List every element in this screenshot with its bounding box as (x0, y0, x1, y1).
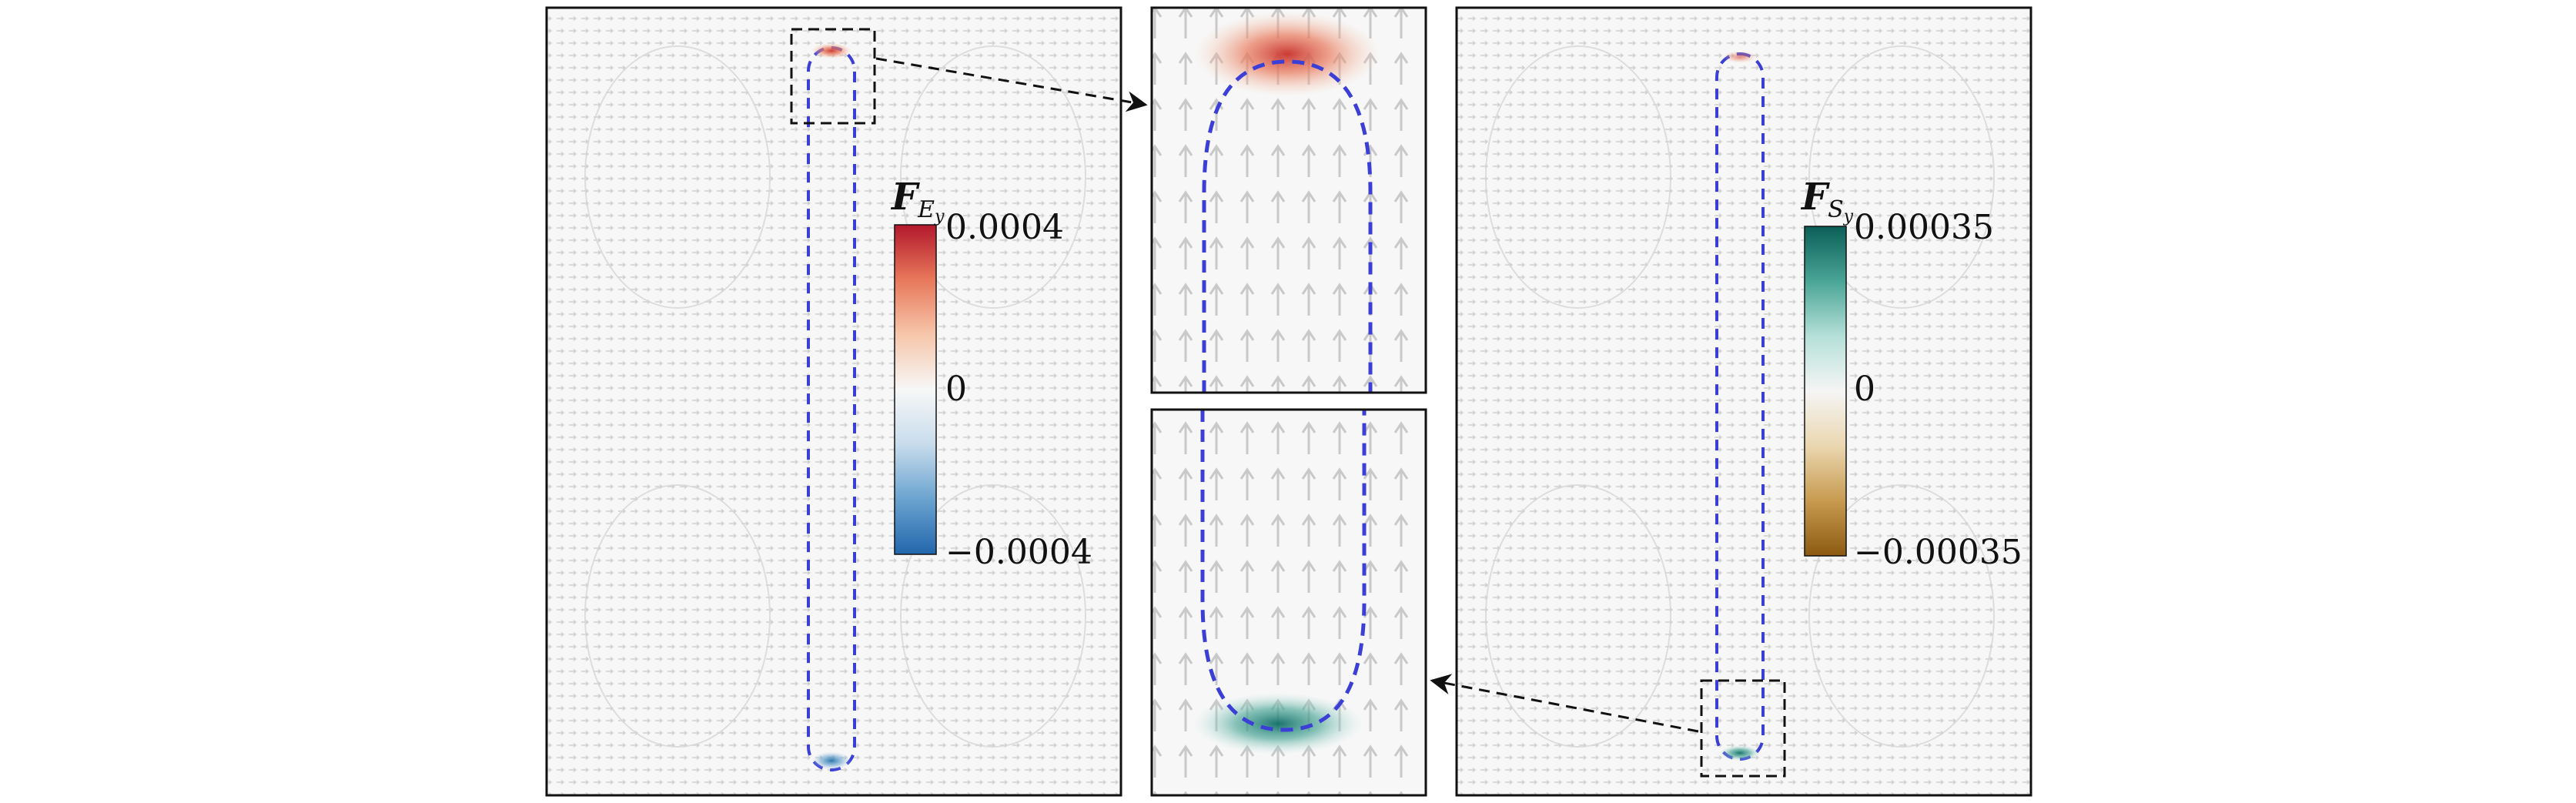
colorbar-S-subscript: S (1828, 196, 1844, 223)
colorbar-S-symbol: F (1800, 176, 1830, 219)
colorbar-S-gradient (1804, 226, 1847, 557)
colorbar-E-min-label: −0.0004 (945, 533, 1092, 572)
zoom-top-hot-spot (1195, 12, 1380, 96)
colorbar-S-subsubscript: y (1843, 207, 1854, 226)
zoom-top-panel (1150, 6, 1427, 394)
colorbar-E: 0.0004 0 −0.0004 FEy (890, 176, 1092, 572)
zoom-arrow-bottom (1430, 674, 1699, 733)
left-top-hot-spot (811, 43, 851, 59)
colorbar-E-symbol: F (890, 176, 920, 219)
colorbar-S-min-label: −0.00035 (1854, 533, 2022, 572)
zoom-arrow-top (875, 57, 1148, 112)
right-bottom-teal-spot (1720, 745, 1760, 761)
colorbar-S-title: FSy (1800, 176, 1854, 226)
colorbar-S: 0.00035 0 −0.00035 FSy (1800, 176, 2022, 572)
left-bottom-cold-spot (811, 751, 851, 770)
left-panel-frame (545, 6, 1122, 797)
left-panel: 0.0004 0 −0.0004 FEy (545, 6, 1122, 797)
colorbar-S-mid-label: 0 (1854, 370, 1875, 409)
colorbar-E-mid-label: 0 (945, 370, 967, 409)
colorbar-E-subscript: E (917, 196, 935, 223)
zoom-bottom-frame (1150, 408, 1427, 797)
colorbar-E-gradient (894, 224, 937, 555)
zoom-bottom-teal-spot (1193, 693, 1363, 754)
colorbar-E-title: FEy (890, 176, 945, 226)
left-flow-swirls (584, 45, 1086, 748)
right-zoom-box (1700, 679, 1786, 778)
colorbar-S-max-label: 0.00035 (1854, 208, 1994, 247)
colorbar-E-subsubscript: y (934, 207, 945, 226)
left-zoom-box (790, 28, 876, 125)
right-panel: 0.00035 0 −0.00035 FSy (1455, 6, 2032, 797)
zoom-bottom-panel (1150, 408, 1427, 797)
right-flow-swirls (1485, 45, 1995, 748)
zoom-bottom-interface (1200, 410, 1367, 732)
right-panel-frame (1455, 6, 2032, 797)
zoom-top-frame (1150, 6, 1427, 394)
right-top-spot (1723, 51, 1757, 63)
colorbar-E-max-label: 0.0004 (945, 208, 1064, 247)
zoom-top-interface (1202, 59, 1373, 393)
